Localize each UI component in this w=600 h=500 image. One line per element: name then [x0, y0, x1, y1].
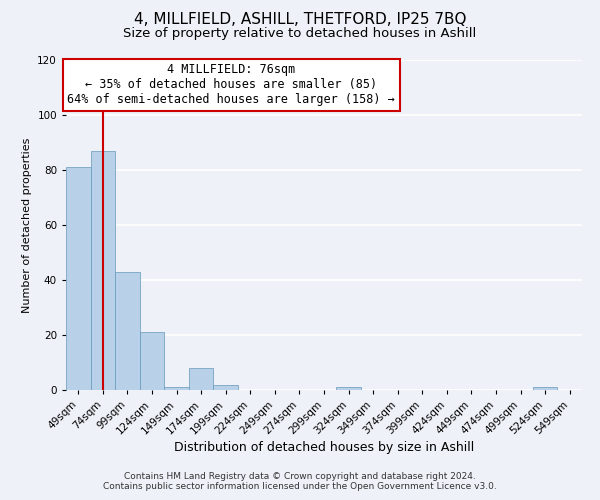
Bar	[189, 368, 214, 390]
Bar	[115, 272, 140, 390]
Bar	[91, 151, 115, 390]
Y-axis label: Number of detached properties: Number of detached properties	[22, 138, 32, 312]
Bar	[164, 387, 189, 390]
X-axis label: Distribution of detached houses by size in Ashill: Distribution of detached houses by size …	[174, 442, 474, 454]
Bar	[214, 384, 238, 390]
Bar	[336, 387, 361, 390]
Bar	[140, 332, 164, 390]
Text: 4, MILLFIELD, ASHILL, THETFORD, IP25 7BQ: 4, MILLFIELD, ASHILL, THETFORD, IP25 7BQ	[134, 12, 466, 28]
Text: Contains public sector information licensed under the Open Government Licence v3: Contains public sector information licen…	[103, 482, 497, 491]
Bar	[533, 387, 557, 390]
Text: Contains HM Land Registry data © Crown copyright and database right 2024.: Contains HM Land Registry data © Crown c…	[124, 472, 476, 481]
Text: 4 MILLFIELD: 76sqm
← 35% of detached houses are smaller (85)
64% of semi-detache: 4 MILLFIELD: 76sqm ← 35% of detached hou…	[67, 64, 395, 106]
Bar	[66, 167, 91, 390]
Text: Size of property relative to detached houses in Ashill: Size of property relative to detached ho…	[124, 28, 476, 40]
